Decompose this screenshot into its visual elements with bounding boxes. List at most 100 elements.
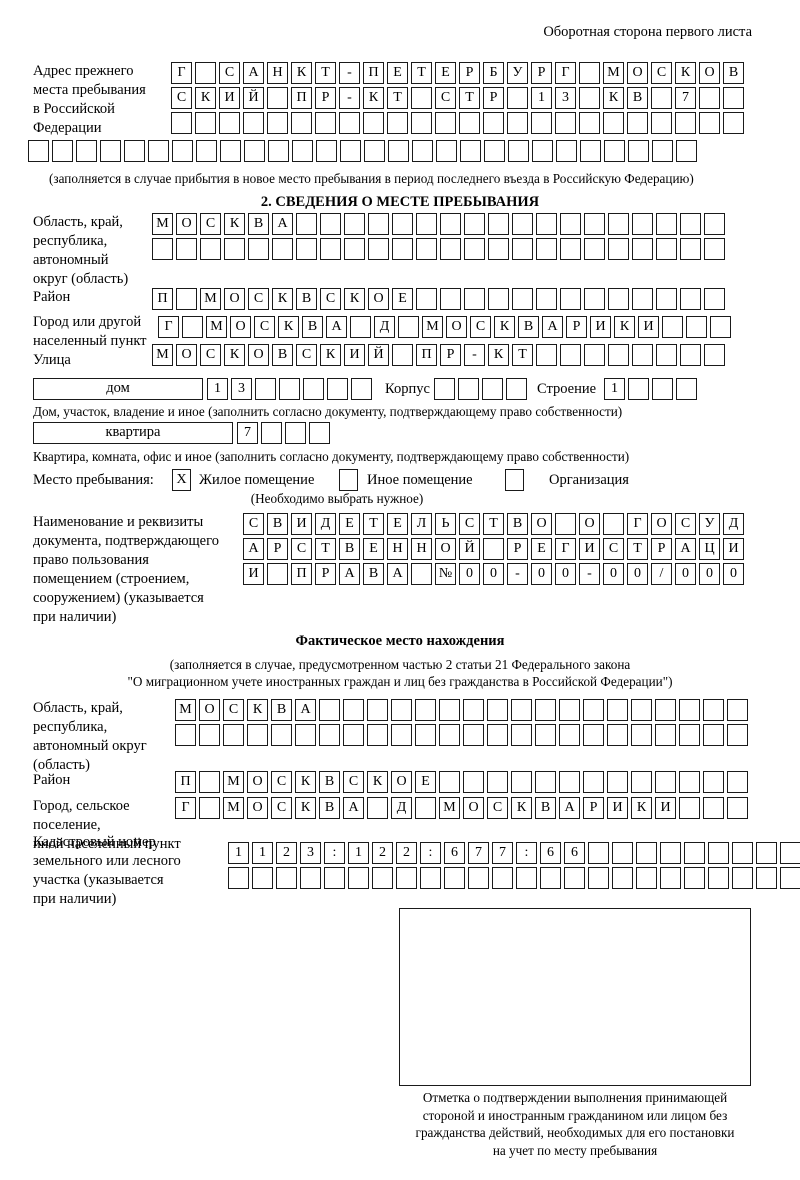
character-cell[interactable]: А <box>542 316 563 338</box>
character-cell[interactable] <box>583 724 604 746</box>
character-cell[interactable] <box>680 213 701 235</box>
character-cell[interactable]: О <box>579 513 600 535</box>
character-cell[interactable] <box>651 87 672 109</box>
character-cell[interactable] <box>703 724 724 746</box>
character-cell[interactable]: С <box>271 797 292 819</box>
character-cell[interactable] <box>512 288 533 310</box>
character-cell[interactable]: 2 <box>396 842 417 864</box>
character-cell[interactable]: Й <box>459 538 480 560</box>
character-cell[interactable] <box>684 842 705 864</box>
character-cell[interactable]: С <box>254 316 275 338</box>
character-cell[interactable] <box>268 140 289 162</box>
character-cell[interactable] <box>439 771 460 793</box>
character-cell[interactable]: 6 <box>540 842 561 864</box>
character-cell[interactable]: П <box>363 62 384 84</box>
character-cell[interactable] <box>295 724 316 746</box>
character-cell[interactable]: В <box>363 563 384 585</box>
character-cell[interactable] <box>199 724 220 746</box>
character-cell[interactable] <box>588 842 609 864</box>
character-cell[interactable]: Г <box>627 513 648 535</box>
character-cell[interactable]: С <box>243 513 264 535</box>
character-cell[interactable] <box>704 288 725 310</box>
character-cell[interactable]: 0 <box>531 563 552 585</box>
character-cell[interactable] <box>463 699 484 721</box>
character-cell[interactable] <box>458 378 479 400</box>
character-cell[interactable] <box>680 288 701 310</box>
character-cell[interactable] <box>416 238 437 260</box>
character-cell[interactable]: П <box>175 771 196 793</box>
character-cell[interactable] <box>508 140 529 162</box>
character-cell[interactable] <box>320 238 341 260</box>
character-cell[interactable] <box>483 112 504 134</box>
character-cell[interactable] <box>780 842 800 864</box>
character-cell[interactable]: Е <box>392 288 413 310</box>
character-cell[interactable] <box>536 288 557 310</box>
character-cell[interactable]: О <box>248 344 269 366</box>
character-cell[interactable] <box>628 378 649 400</box>
character-cell[interactable] <box>464 213 485 235</box>
character-cell[interactable]: Л <box>411 513 432 535</box>
character-cell[interactable]: Р <box>507 538 528 560</box>
character-cell[interactable] <box>632 344 653 366</box>
stroenie-cells[interactable]: 1 <box>604 378 700 400</box>
character-cell[interactable]: Г <box>158 316 179 338</box>
character-cell[interactable]: К <box>224 344 245 366</box>
character-cell[interactable]: № <box>435 563 456 585</box>
character-cell[interactable] <box>291 112 312 134</box>
character-cell[interactable]: В <box>296 288 317 310</box>
character-cell[interactable]: Ц <box>699 538 720 560</box>
character-cell[interactable]: / <box>651 563 672 585</box>
character-cell[interactable] <box>387 112 408 134</box>
character-cell[interactable] <box>412 140 433 162</box>
character-cell[interactable] <box>631 724 652 746</box>
character-cell[interactable]: О <box>627 62 648 84</box>
character-cell[interactable] <box>511 724 532 746</box>
character-cell[interactable]: М <box>439 797 460 819</box>
character-cell[interactable]: 1 <box>348 842 369 864</box>
character-cell[interactable] <box>391 699 412 721</box>
checkbox-organization[interactable] <box>505 469 524 491</box>
character-cell[interactable]: У <box>699 513 720 535</box>
character-cell[interactable] <box>182 316 203 338</box>
character-cell[interactable] <box>727 797 748 819</box>
character-cell[interactable]: С <box>200 213 221 235</box>
character-cell[interactable] <box>488 213 509 235</box>
character-cell[interactable] <box>636 842 657 864</box>
character-cell[interactable]: Н <box>411 538 432 560</box>
character-cell[interactable] <box>351 378 372 400</box>
character-cell[interactable]: В <box>248 213 269 235</box>
character-cell[interactable] <box>272 238 293 260</box>
character-cell[interactable]: Е <box>387 62 408 84</box>
character-cell[interactable]: О <box>446 316 467 338</box>
character-cell[interactable] <box>488 238 509 260</box>
character-cell[interactable]: Н <box>387 538 408 560</box>
character-cell[interactable] <box>320 213 341 235</box>
character-cell[interactable] <box>411 87 432 109</box>
character-cell[interactable] <box>676 378 697 400</box>
character-cell[interactable] <box>396 867 417 889</box>
character-cell[interactable]: М <box>206 316 227 338</box>
character-cell[interactable]: - <box>339 62 360 84</box>
character-cell[interactable]: Р <box>267 538 288 560</box>
character-cell[interactable]: О <box>247 797 268 819</box>
character-cell[interactable] <box>632 238 653 260</box>
character-cell[interactable] <box>482 378 503 400</box>
character-cell[interactable]: И <box>291 513 312 535</box>
character-cell[interactable]: О <box>230 316 251 338</box>
character-cell[interactable]: Р <box>440 344 461 366</box>
character-cell[interactable] <box>368 213 389 235</box>
character-cell[interactable]: В <box>507 513 528 535</box>
character-cell[interactable] <box>367 724 388 746</box>
character-cell[interactable] <box>732 842 753 864</box>
character-cell[interactable] <box>439 699 460 721</box>
character-cell[interactable]: Р <box>651 538 672 560</box>
character-cell[interactable]: Ь <box>435 513 456 535</box>
character-cell[interactable] <box>780 867 800 889</box>
character-cell[interactable]: А <box>339 563 360 585</box>
character-cell[interactable]: 2 <box>276 842 297 864</box>
character-cell[interactable] <box>680 238 701 260</box>
